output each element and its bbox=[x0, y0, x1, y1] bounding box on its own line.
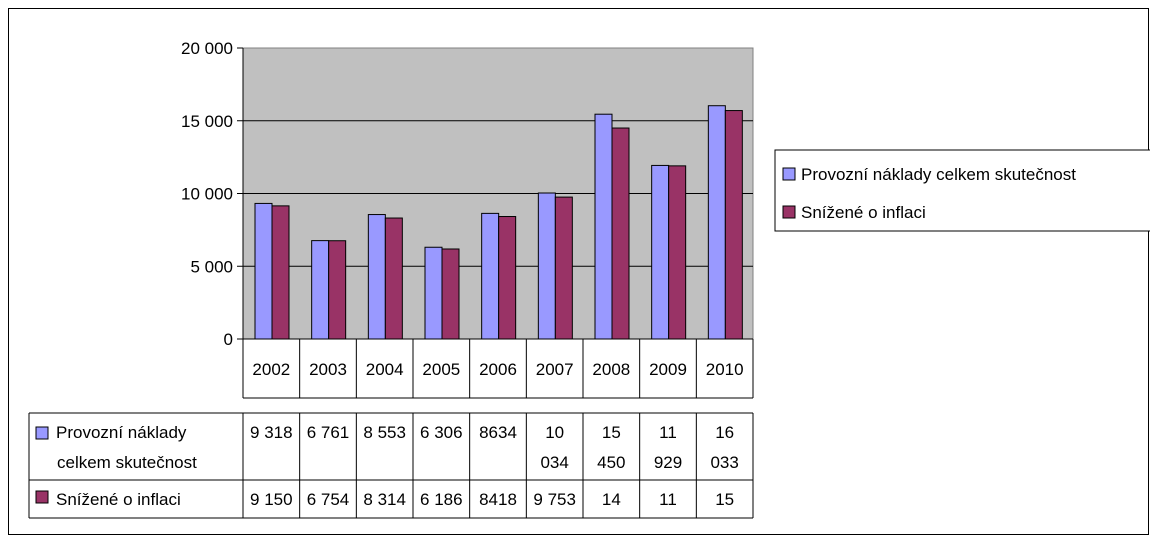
legend-label: Provozní náklady celkem skutečnost bbox=[801, 165, 1076, 184]
table-series-label: Provozní náklady bbox=[56, 423, 187, 442]
bar-1-2005 bbox=[424, 246, 443, 340]
table-cell: 6 306 bbox=[420, 423, 463, 442]
table-cell: 6 754 bbox=[307, 490, 350, 509]
y-axis: 0 5 000 10 000 15 000 20 000 bbox=[181, 39, 244, 349]
table-cell: 11 bbox=[659, 490, 677, 509]
table-cell: 8634 bbox=[479, 423, 517, 442]
legend-label: Snížené o inflaci bbox=[801, 203, 926, 222]
x-category-label: 2010 bbox=[706, 360, 744, 379]
bar-2-2010 bbox=[724, 110, 743, 340]
bar-1-2006 bbox=[481, 212, 500, 340]
x-category-label: 2002 bbox=[252, 360, 290, 379]
x-category-label: 2008 bbox=[592, 360, 630, 379]
table-series-label: celkem skutečnost bbox=[57, 453, 197, 472]
bar-1-2003 bbox=[311, 240, 330, 340]
table-cell: 15 bbox=[602, 423, 621, 442]
table-cell: 9 318 bbox=[250, 423, 293, 442]
table-cell: 8418 bbox=[479, 490, 517, 509]
table-cell: 6 186 bbox=[420, 490, 463, 509]
table-cell: 9 150 bbox=[250, 490, 293, 509]
bar-2-2008 bbox=[611, 127, 630, 340]
bars bbox=[254, 105, 743, 340]
x-category-label: 2006 bbox=[479, 360, 517, 379]
bar-2-2003 bbox=[328, 240, 347, 340]
y-tick-label: 20 000 bbox=[181, 39, 233, 58]
bar-2-2007 bbox=[554, 196, 573, 340]
table-cell: 034 bbox=[540, 453, 568, 472]
x-category-label: 2005 bbox=[422, 360, 460, 379]
table-cell: 033 bbox=[710, 453, 738, 472]
table-cell: 10 bbox=[545, 423, 564, 442]
table-series-label: Snížené o inflaci bbox=[56, 490, 181, 509]
bar-1-2009 bbox=[651, 164, 670, 340]
bar-2-2005 bbox=[441, 248, 460, 340]
table-cell: 8 314 bbox=[363, 490, 406, 509]
table-cell: 15 bbox=[715, 490, 734, 509]
bar-1-2010 bbox=[707, 105, 726, 340]
bar-2-2006 bbox=[498, 216, 517, 340]
table-cell: 14 bbox=[602, 490, 621, 509]
table-cell: 8 553 bbox=[363, 423, 406, 442]
x-category-label: 2004 bbox=[366, 360, 404, 379]
data-table: 2002 2003 2004 2005 2006 2007 2008 2009 2010 Prov… bbox=[28, 338, 754, 519]
y-tick-label: 15 000 bbox=[181, 112, 233, 131]
legend-swatch bbox=[782, 167, 796, 181]
y-tick-label: 10 000 bbox=[181, 185, 233, 204]
bar-2-2004 bbox=[384, 217, 403, 340]
table-cell: 16 bbox=[715, 423, 734, 442]
table-key-swatch bbox=[35, 490, 49, 504]
legend-swatch bbox=[782, 205, 796, 219]
y-tick-label: 5 000 bbox=[190, 257, 233, 276]
bar-1-2004 bbox=[367, 214, 386, 340]
bar-1-2002 bbox=[254, 202, 273, 340]
legend-box bbox=[774, 149, 1150, 232]
legend: Provozní náklady celkem skutečnost Snížen… bbox=[774, 149, 1150, 232]
table-cell: 9 753 bbox=[533, 490, 576, 509]
bar-2-2002 bbox=[271, 205, 290, 340]
table-cell: 450 bbox=[597, 453, 625, 472]
bar-1-2007 bbox=[537, 192, 556, 340]
table-key-swatch bbox=[35, 426, 49, 440]
x-category-label: 2009 bbox=[649, 360, 687, 379]
y-tick-label: 0 bbox=[224, 330, 233, 349]
x-category-label: 2007 bbox=[536, 360, 574, 379]
x-category-label: 2003 bbox=[309, 360, 347, 379]
table-cell: 6 761 bbox=[307, 423, 350, 442]
bar-1-2008 bbox=[594, 113, 613, 340]
table-cell: 929 bbox=[654, 453, 682, 472]
bar-2-2009 bbox=[668, 165, 687, 340]
table-cell: 11 bbox=[659, 423, 677, 442]
